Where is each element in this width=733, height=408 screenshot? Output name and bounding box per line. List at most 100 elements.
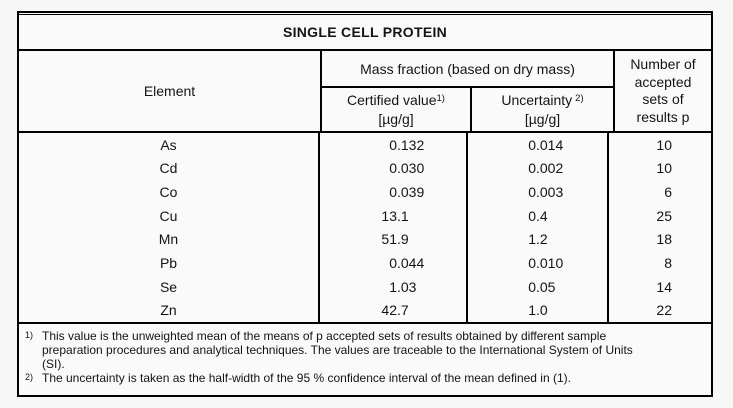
accepted-sets-line: results p [636,108,690,125]
footnote-text: This value is the unweighted mean of the… [42,329,703,371]
uncertainty-cell: 0.014 [468,133,609,157]
uncertainty-cell-frac: .002 [536,160,564,177]
accepted-sets-cell: 10 [656,136,672,153]
certified-value-cell-frac: .039 [397,184,425,201]
table-header: Element Mass fraction (based on dry mass… [19,51,711,133]
certified-value-cell-frac: .030 [397,160,425,177]
footnotes: 1) This value is the unweighted mean of t… [19,324,711,395]
uncertainty-label: Uncertainty 2) [501,91,584,108]
element-cell: Co [19,180,320,204]
accepted-sets-cell: 18 [656,231,672,248]
uncertainty-cell-int: 1 [528,302,536,319]
table-row: Pb 0.044 0.010 8 [19,251,711,275]
uncertainty-cell: 0.4 [468,203,609,228]
certified-value-cell: 0.132 [320,133,468,157]
certified-value-cell: 0.030 [320,156,468,181]
uncertainty-cell-frac: .2 [536,231,548,248]
accepted-sets-line: Number of [630,56,696,72]
accepted-sets-cell: 8 [664,254,672,271]
element-cell: Cd [19,156,320,181]
accepted-sets-cell: 10 [656,160,672,177]
certified-value-cell: 0.039 [320,180,468,204]
uncertainty-sup: 2) [575,92,584,104]
certified-value-cell: 1.03 [320,274,468,299]
uncertainty-cell-int: 0 [528,278,536,295]
certified-value-cell-int: 0 [389,136,397,153]
element-cell: As [19,133,320,157]
certified-value-cell: 13.1 [320,203,468,228]
element-cell: Cu [19,203,320,228]
uncertainty-cell-int: 0 [528,254,536,271]
certified-value-cell-frac: .044 [397,254,425,271]
certified-value-cell-int: 13 [381,207,397,224]
footnote-line: (SI). [42,357,65,371]
uncertainty-cell-frac: .010 [536,254,564,271]
table-title: SINGLE CELL PROTEIN [19,14,711,51]
column-header-certified-value: Certified value1) [µg/g] [322,88,472,131]
certified-values-table: SINGLE CELL PROTEIN Element Mass fractio… [17,11,713,397]
element-cell: Se [19,274,320,299]
uncertainty-cell: 0.010 [468,251,609,275]
uncertainty-cell: 1.0 [468,298,609,322]
footnote-marker: 1) [25,330,34,340]
table-row: Se 1.03 0.05 14 [19,274,711,299]
footnote-marker: 2) [25,372,34,382]
element-cell: Pb [19,251,320,275]
certified-value-cell-frac: .03 [397,278,417,295]
certified-value-cell-frac: .9 [397,231,409,248]
accepted-sets-cell: 22 [656,302,672,319]
table-row: As 0.132 0.014 10 [19,133,711,157]
uncertainty-cell: 0.05 [468,274,609,299]
certified-value-sup: 1) [436,92,445,104]
footnote-text: The uncertainty is taken as the half-wid… [42,371,703,385]
footnote-line: The uncertainty is taken as the half-wid… [42,371,571,385]
table-rows: As 0.132 0.014 10 Cd 0.030 0.002 10 Co 0.039 0.003… [19,133,711,324]
table-row: Zn 42.7 1.0 22 [19,298,711,322]
table-row: Cd 0.030 0.002 10 [19,156,711,181]
certified-value-cell-int: 51 [381,231,397,248]
certified-value-cell-frac: .1 [397,207,409,224]
table-row: Cu 13.1 0.4 25 [19,203,711,228]
uncertainty-cell-frac: .05 [536,278,556,295]
mass-fraction-group-label: Mass fraction (based on dry mass) [322,51,613,88]
column-header-uncertainty: Uncertainty 2) [µg/g] [472,88,613,131]
certified-value-cell-int: 1 [389,278,397,295]
uncertainty-cell: 1.2 [468,227,609,252]
footnote: 2) The uncertainty is taken as the half-w… [23,371,703,385]
certified-value-cell: 0.044 [320,251,468,275]
column-header-accepted-sets: Number of accepted sets of results p [615,51,711,131]
certified-value-cell-int: 0 [389,184,397,201]
footnote: 1) This value is the unweighted mean of t… [23,329,703,371]
element-cell: Zn [19,298,320,322]
element-cell: Mn [19,227,320,252]
table-row: Co 0.039 0.003 6 [19,180,711,204]
accepted-sets-line: sets of [642,91,684,107]
accepted-sets-cell: 14 [656,278,672,295]
uncertainty-cell-frac: .003 [536,184,564,201]
uncertainty-cell-int: 1 [528,231,536,248]
uncertainty-cell-frac: .4 [536,207,548,224]
uncertainty-cell: 0.003 [468,180,609,204]
accepted-sets-cell: 6 [664,184,672,201]
certified-value-cell-frac: .132 [397,136,425,153]
uncertainty-cell-frac: .0 [536,302,548,319]
element-header-label: Element [143,83,196,99]
uncertainty-cell: 0.002 [468,156,609,181]
column-group-mass-fraction: Mass fraction (based on dry mass) Certif… [322,51,615,131]
certified-value-cell: 42.7 [320,298,468,322]
table-row: Mn 51.9 1.2 18 [19,227,711,252]
uncertainty-cell-frac: .014 [536,136,564,153]
uncertainty-unit: [µg/g] [524,110,561,127]
uncertainty-cell-int: 0 [528,160,536,177]
certified-value-cell: 51.9 [320,227,468,252]
certified-value-cell-int: 0 [389,160,397,177]
certified-value-cell-frac: .7 [397,302,409,319]
certified-value-cell-int: 42 [381,302,397,319]
certified-value-unit: [µg/g] [378,110,414,127]
accepted-sets-cell: 25 [656,207,672,224]
uncertainty-cell-int: 0 [528,136,536,153]
certified-value-cell-int: 0 [389,254,397,271]
uncertainty-cell-int: 0 [528,184,536,201]
footnote-line: This value is the unweighted mean of the… [42,329,607,343]
mass-fraction-subheaders: Certified value1) [µg/g] Uncertainty 2) [… [322,88,613,131]
